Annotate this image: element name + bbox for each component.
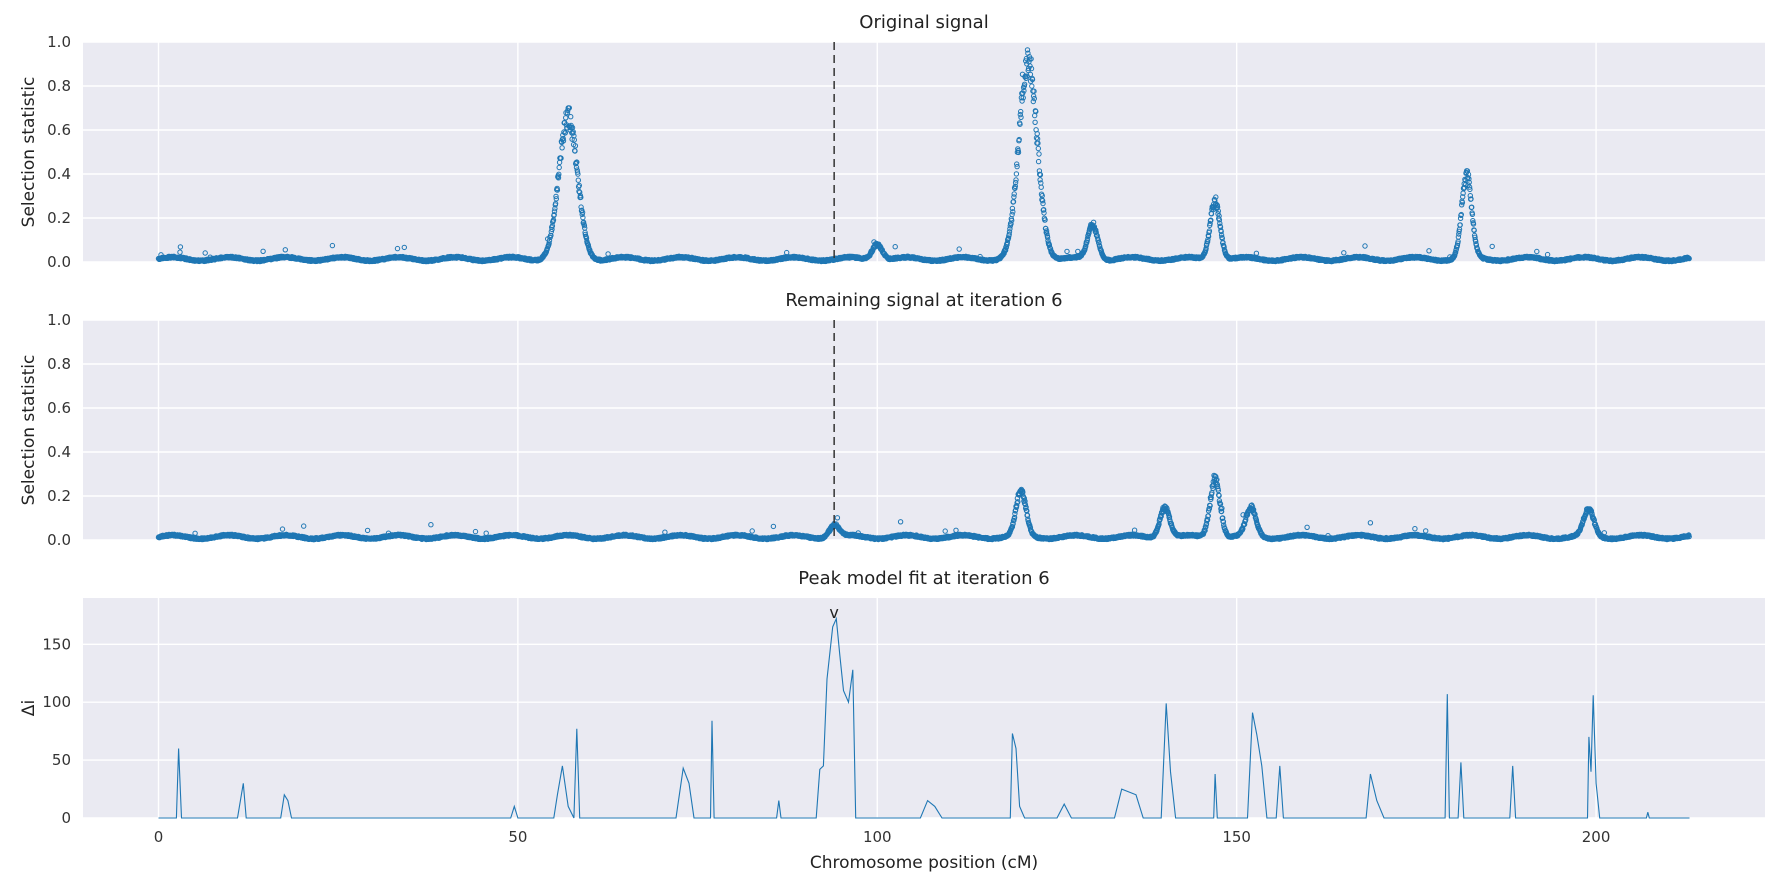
data-point xyxy=(571,137,577,143)
data-point xyxy=(555,175,562,181)
data-point xyxy=(575,171,581,177)
data-point xyxy=(566,105,572,111)
data-point xyxy=(558,155,564,161)
data-point xyxy=(562,130,568,136)
data-point xyxy=(564,110,571,116)
data-point xyxy=(260,248,266,255)
data-point xyxy=(576,182,582,189)
data-point xyxy=(574,159,580,165)
y-tick-label: 1.0 xyxy=(47,33,71,51)
panel-remaining-signal: Remaining signal at iteration 6 Selectio… xyxy=(19,290,1765,549)
panel-background xyxy=(83,42,1765,262)
data-point xyxy=(553,196,559,202)
data-point xyxy=(575,177,581,183)
y-tick-label: 0.0 xyxy=(47,253,71,271)
data-point xyxy=(580,219,587,226)
data-point xyxy=(560,135,566,142)
data-point xyxy=(282,247,288,253)
data-point xyxy=(202,250,208,256)
panel-original-signal: Original signal Selection statistic 0.0 0… xyxy=(19,12,1765,271)
data-point xyxy=(578,194,584,201)
data-point xyxy=(552,205,558,212)
panel-title: Original signal xyxy=(859,12,988,33)
y-tick-label: 0.6 xyxy=(47,121,71,139)
data-point xyxy=(549,226,555,233)
data-point xyxy=(548,232,554,239)
data-point xyxy=(568,114,574,120)
data-point xyxy=(578,204,584,210)
data-point xyxy=(546,240,552,246)
data-point xyxy=(329,242,336,249)
data-point xyxy=(581,222,588,229)
data-point xyxy=(556,171,562,178)
y-tick-label: 0.2 xyxy=(47,209,71,227)
data-point xyxy=(177,244,184,250)
data-point xyxy=(553,193,559,200)
data-point xyxy=(546,237,553,244)
data-point xyxy=(556,164,562,171)
data-point xyxy=(605,251,611,257)
data-point xyxy=(572,148,578,154)
data-point xyxy=(554,187,561,193)
data-point xyxy=(572,143,579,149)
data-point xyxy=(394,245,401,252)
y-tick-label: 0.8 xyxy=(47,77,71,95)
data-point xyxy=(577,189,583,196)
data-point xyxy=(551,212,557,218)
data-point xyxy=(563,115,569,121)
y-tick-label: 0.4 xyxy=(47,165,71,183)
data-point xyxy=(401,244,407,251)
panel-background xyxy=(83,320,1765,540)
y-axis-label: Selection statistic xyxy=(19,77,39,228)
data-point xyxy=(551,208,558,214)
data-point xyxy=(177,249,183,255)
data-point xyxy=(559,145,565,151)
data-point xyxy=(560,138,567,144)
data-point xyxy=(579,209,586,216)
